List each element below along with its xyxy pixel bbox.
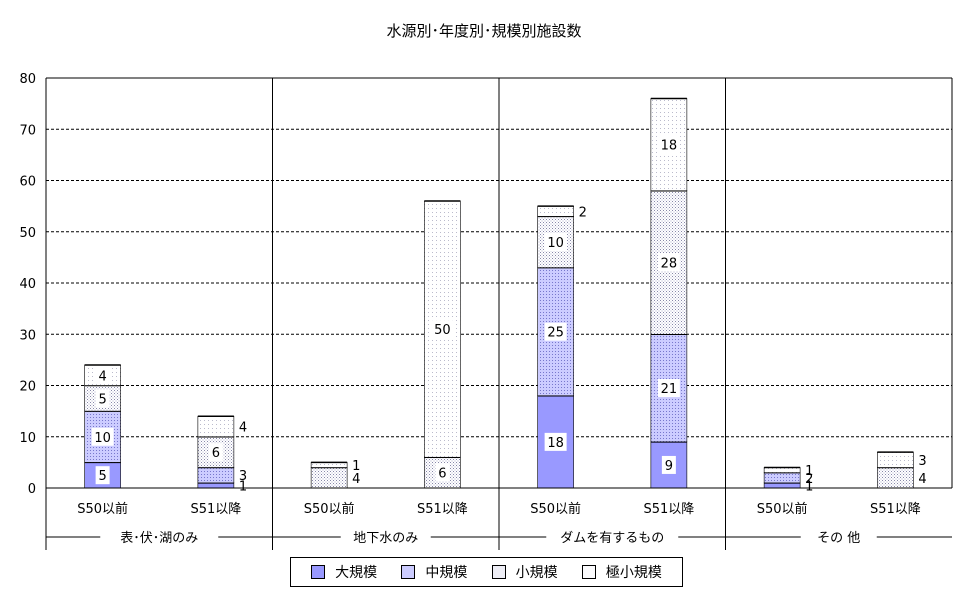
y-tick-label: 0 [28,482,36,497]
data-label-bg [95,366,110,385]
data-label: 3 [918,454,926,469]
group-label: 地下水のみ [353,531,418,546]
data-label-bg [95,389,110,408]
data-label-bg [657,253,680,272]
x-tick-label: S50以前 [77,501,128,517]
legend-label: 大規模 [335,565,378,581]
data-label: 5 [98,392,106,407]
data-label: 28 [661,257,678,272]
legend-item: 小規模 [491,562,558,582]
bar-segment [197,415,235,438]
data-label: 2 [579,205,587,220]
y-tick-label: 10 [19,431,36,446]
bar-segment [197,467,235,484]
data-label: 4 [239,421,247,436]
data-label-bg [657,135,680,154]
x-tick-label: S51以降 [870,502,921,517]
data-label-bg [657,379,680,398]
data-label-bg [435,463,450,482]
legend-label: 中規模 [425,565,468,581]
data-label: 5 [98,469,106,484]
data-label: 21 [661,382,678,397]
y-tick-label: 50 [19,226,36,241]
y-tick-label: 40 [19,277,36,292]
data-label: 25 [547,326,564,341]
x-tick-label: S50以前 [757,501,808,517]
legend-label: 極小規模 [605,565,662,581]
data-label: 10 [94,431,111,446]
data-label: 1 [805,464,813,479]
data-label-bg [95,466,110,485]
legend-item: 極小規模 [581,562,662,582]
data-label: 18 [547,436,564,451]
group-label: 表･伏･湖のみ [120,531,198,546]
y-tick-label: 60 [19,175,36,190]
data-label-bg [544,432,567,451]
data-label: 18 [661,139,678,154]
data-label-bg [208,443,223,462]
x-tick-label: S51以降 [190,502,241,517]
legend-swatch [581,565,596,579]
data-label: 6 [438,467,446,482]
data-label-bg [544,322,567,341]
bar-segment [877,467,914,489]
bar-segment [877,451,914,468]
data-label-bg [91,427,114,446]
y-tick-label: 80 [19,72,36,87]
bar-segment [537,205,574,217]
data-label-bg [661,455,676,474]
legend-item: 中規模 [401,562,467,582]
y-tick-label: 30 [19,328,36,343]
group-label: ダムを有するもの [560,531,664,546]
data-label: 9 [665,459,673,474]
data-label: 1 [805,479,813,494]
bar-segment [763,472,801,484]
data-label-bg [544,233,567,251]
legend-swatch [401,565,416,579]
data-label-bg [431,320,454,339]
x-tick-label: S50以前 [530,501,581,517]
legend-item: 大規模 [311,562,377,582]
legend: 大規模 中規模 小規模 極小規模 [290,557,683,587]
x-tick-label: S50以前 [304,501,355,517]
y-tick-label: 20 [19,380,36,395]
data-label: 10 [547,236,564,251]
chart-title: 水源別･年度別･規模別施設数 [386,22,582,40]
legend-swatch [491,565,506,579]
y-tick-label: 70 [19,123,36,138]
legend-label: 小規模 [515,565,558,581]
bar-segment [310,467,348,489]
legend-swatch [311,565,326,579]
data-label: 4 [98,369,106,384]
data-label: 4 [918,472,926,487]
data-label: 3 [239,469,247,484]
data-label: 50 [434,323,451,338]
data-label: 6 [212,446,220,461]
x-tick-label: S51以降 [417,502,468,517]
data-label: 4 [352,472,360,487]
x-tick-label: S51以降 [643,502,694,517]
data-label: 1 [239,479,247,494]
data-label: 2 [805,472,813,487]
data-label: 1 [352,459,360,474]
group-label: その 他 [817,531,860,546]
